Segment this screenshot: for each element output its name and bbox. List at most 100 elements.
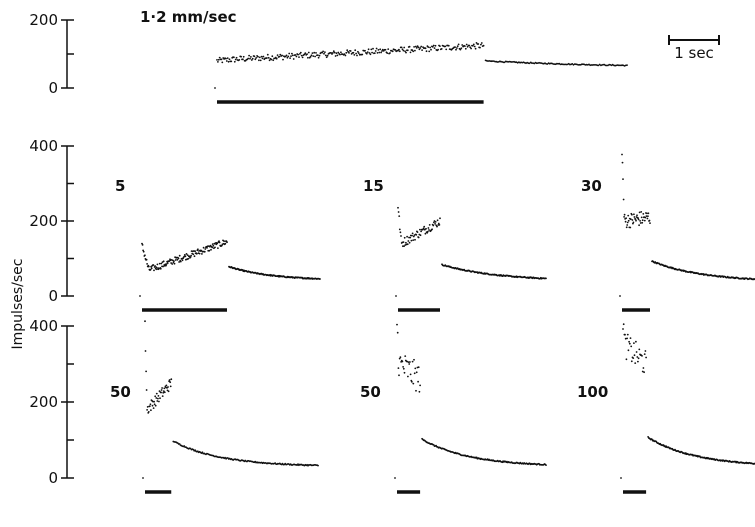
data-point [409,236,412,239]
data-point [145,258,148,261]
data-point [425,227,427,230]
data-point [357,50,359,53]
data-point [146,409,149,411]
data-point [408,363,411,365]
data-point [436,225,438,228]
data-point [418,390,421,393]
data-point [343,53,346,56]
data-point [325,56,328,59]
data-point [345,51,348,54]
data-point [438,224,441,226]
data-point [371,51,373,54]
data-point [396,331,399,334]
data-point [224,242,227,245]
data-point [414,49,416,52]
data-point [319,278,321,280]
data-point [312,55,315,57]
data-point [235,56,238,59]
data-point [399,356,402,359]
data-point [414,238,416,241]
data-point [624,333,626,336]
data-point [147,265,150,268]
data-point [202,246,205,249]
data-point [314,55,316,58]
data-point [405,241,407,244]
data-point [629,337,632,339]
data-point [420,45,423,48]
data-point [369,53,372,56]
data-point [634,218,637,221]
data-point [365,52,368,55]
data-point [258,56,261,59]
data-point [397,206,399,209]
data-point [641,355,643,357]
data-point [629,218,632,221]
data-point [155,392,158,395]
y-tick-label: 200 [29,11,58,29]
data-point [638,211,641,214]
data-point [315,52,317,54]
data-point [248,54,251,57]
data-point [186,254,189,256]
data-point [626,64,628,66]
data-point [632,357,635,359]
data-point [403,46,406,49]
data-point [465,43,468,46]
data-point [643,353,646,355]
data-point [160,262,163,265]
data-point [311,52,314,54]
data-point [627,219,630,222]
data-point [204,248,207,250]
data-point [479,46,481,49]
data-point [257,55,259,58]
data-point [270,58,273,61]
data-point [399,231,402,234]
data-point [480,43,482,46]
data-point [434,44,437,47]
data-point [153,403,156,406]
data-point [641,219,644,222]
panel-label: 1·2 mm/sec [140,8,237,26]
data-point [405,51,407,54]
data-point [187,257,190,260]
data-point [409,361,411,363]
data-point [353,54,356,56]
data-point [355,52,357,55]
data-point [374,50,377,52]
data-point [313,51,316,54]
data-point [292,58,295,60]
data-point [630,345,633,348]
data-point [159,267,162,270]
data-point [176,258,179,261]
data-point [150,265,153,268]
data-point [289,57,291,59]
data-point [300,54,303,57]
data-point [404,355,407,357]
data-point [376,52,379,54]
data-point [200,249,203,252]
data-point [482,44,485,47]
data-point [459,48,462,51]
data-point [266,57,268,59]
data-point [158,400,160,403]
data-point [628,340,630,343]
data-point [427,227,430,229]
data-point [189,256,192,259]
data-point [160,389,163,391]
data-point [179,260,182,263]
data-point [152,407,155,409]
data-point [340,51,342,54]
data-point [411,232,414,235]
data-point [316,54,319,56]
data-point [626,221,629,224]
data-point [644,350,647,352]
data-point [309,55,312,58]
data-point [165,264,167,267]
data-point [434,223,436,225]
panel-3: 30 [581,153,755,312]
data-point [334,55,337,57]
data-point [346,49,349,52]
data-point [625,217,627,220]
data-point [624,337,627,340]
